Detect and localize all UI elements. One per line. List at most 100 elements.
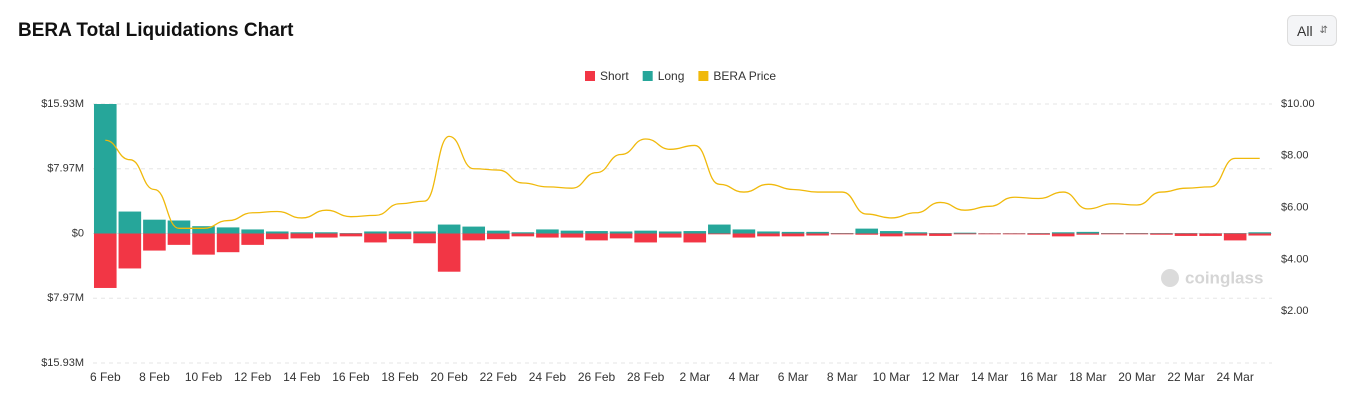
x-tick-label: 22 Feb <box>480 370 518 384</box>
bar <box>437 233 461 272</box>
bar <box>560 233 584 238</box>
bar <box>462 233 486 241</box>
x-tick-label: 4 Mar <box>729 370 760 384</box>
y2-tick-label: $8.00 <box>1281 150 1309 162</box>
chevron: ⇵ <box>1319 25 1328 36</box>
bar <box>265 231 289 234</box>
bar <box>388 233 412 240</box>
bar <box>265 233 289 240</box>
bar <box>830 233 854 235</box>
bar <box>953 232 977 234</box>
range-selector-label: All <box>1297 22 1313 39</box>
bar <box>708 224 731 234</box>
bar <box>315 233 338 238</box>
x-tick-label: 6 Feb <box>90 370 121 384</box>
y2-tick-label: $6.00 <box>1281 202 1309 214</box>
bar <box>511 233 535 237</box>
bar <box>560 230 584 234</box>
legend-swatch <box>642 71 653 81</box>
y-tick-label: $15.93M <box>41 98 84 110</box>
bar <box>683 231 707 234</box>
x-tick-label: 18 Mar <box>1069 370 1106 384</box>
bar <box>806 233 829 236</box>
x-tick-label: 24 Mar <box>1216 370 1253 384</box>
x-tick-label: 20 Feb <box>430 370 468 384</box>
chart-title: BERA Total Liquidations Chart <box>18 20 294 41</box>
y2-tick-label: $10.00 <box>1281 98 1315 110</box>
x-tick-label: 20 Mar <box>1118 370 1155 384</box>
bar <box>879 233 903 237</box>
x-tick-label: 14 Mar <box>971 370 1008 384</box>
bar <box>708 233 731 235</box>
bar <box>658 233 682 238</box>
x-tick-label: 16 Mar <box>1020 370 1057 384</box>
x-tick-label: 18 Feb <box>381 370 419 384</box>
bar <box>683 233 707 243</box>
bar <box>143 233 166 251</box>
x-tick-label: 14 Feb <box>283 370 321 384</box>
price-line <box>105 135 1260 229</box>
bar <box>904 232 928 234</box>
x-tick-label: 24 Feb <box>529 370 567 384</box>
range-selector[interactable]: All ⇵ <box>1287 15 1337 46</box>
x-tick-label: 22 Mar <box>1167 370 1204 384</box>
bar <box>806 231 829 234</box>
legend-label: Short <box>600 69 629 83</box>
bar <box>609 231 633 234</box>
bar <box>1199 233 1222 236</box>
bar <box>1150 233 1173 235</box>
x-tick-label: 10 Feb <box>185 370 223 384</box>
x-tick-label: 6 Mar <box>778 370 809 384</box>
legend-label: BERA Price <box>713 69 776 83</box>
y-tick-label: $7.97M <box>47 292 84 304</box>
bar <box>1174 233 1198 236</box>
bar <box>143 219 166 234</box>
bar <box>634 233 657 243</box>
watermark: coinglass <box>1161 268 1263 287</box>
bar <box>118 233 142 269</box>
bar <box>1051 233 1075 237</box>
bar <box>486 233 510 240</box>
bar <box>879 231 903 234</box>
bar <box>1125 233 1149 235</box>
bar <box>511 232 535 234</box>
bar <box>1076 231 1100 234</box>
bar <box>978 233 1001 235</box>
bar <box>1248 232 1272 234</box>
bar <box>757 233 780 237</box>
bar <box>1223 233 1247 241</box>
bar <box>1101 233 1124 235</box>
watermark-icon <box>1161 269 1179 287</box>
watermark-text: coinglass <box>1185 268 1263 287</box>
bar <box>339 233 363 237</box>
bar <box>118 211 142 234</box>
bar <box>1002 233 1026 235</box>
bar <box>953 233 977 235</box>
x-tick-label: 8 Feb <box>139 370 170 384</box>
bar <box>241 233 264 245</box>
x-tick-label: 2 Mar <box>679 370 710 384</box>
bar <box>93 104 117 234</box>
bar <box>192 233 215 255</box>
bar <box>462 226 486 234</box>
bar <box>855 233 879 235</box>
bar <box>413 233 436 244</box>
bar <box>241 229 264 234</box>
y-tick-label: $15.93M <box>41 357 84 369</box>
bar <box>1076 233 1100 235</box>
x-tick-label: 16 Feb <box>332 370 370 384</box>
x-tick-label: 12 Mar <box>922 370 959 384</box>
bar <box>364 233 387 243</box>
bar <box>732 233 756 238</box>
x-tick-label: 26 Feb <box>578 370 616 384</box>
legend-swatch <box>585 71 595 81</box>
bar <box>732 229 756 234</box>
bar <box>315 232 338 234</box>
bar <box>658 231 682 234</box>
x-tick-label: 12 Feb <box>234 370 272 384</box>
bar <box>585 233 608 241</box>
x-tick-label: 28 Feb <box>627 370 665 384</box>
bar <box>536 233 559 238</box>
